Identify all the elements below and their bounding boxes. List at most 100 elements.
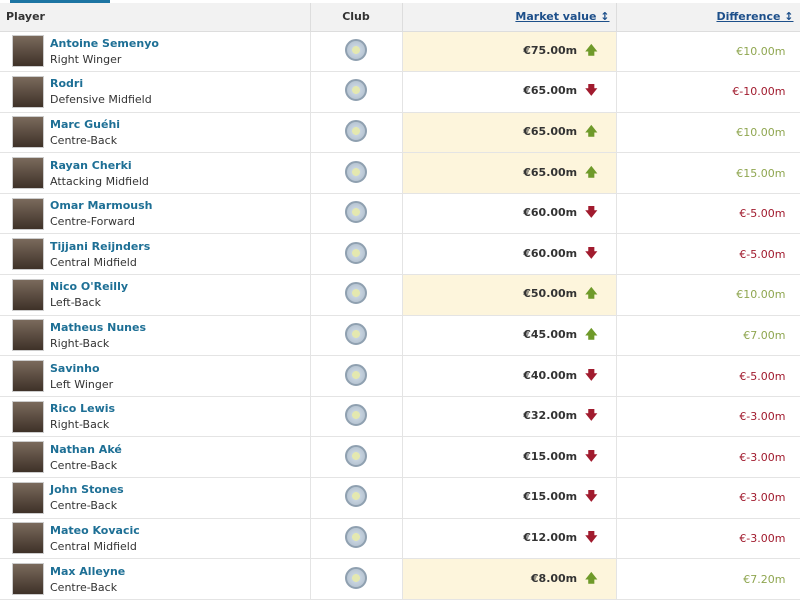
player-name-link[interactable]: Rayan Cherki <box>50 158 132 172</box>
player-avatar <box>12 75 44 108</box>
arrow-down-icon: 🡇 <box>585 205 598 220</box>
club-crest-icon[interactable] <box>345 404 367 427</box>
table-row: Omar Marmoush Centre-Forward €60.00m 🡇 €-… <box>0 193 800 235</box>
market-value: €65.00m <box>523 165 578 179</box>
market-value: €45.00m <box>523 327 578 341</box>
player-avatar <box>12 319 44 352</box>
market-value: €75.00m <box>523 43 578 57</box>
player-name-link[interactable]: Matheus Nunes <box>50 320 147 334</box>
sort-difference[interactable]: Difference ↕ <box>716 10 794 24</box>
club-crest-icon[interactable] <box>345 241 367 264</box>
player-position: Centre-Back <box>50 580 118 594</box>
player-name-link[interactable]: Tijjani Reijnders <box>50 239 151 253</box>
player-position: Right-Back <box>50 336 110 350</box>
player-avatar <box>12 238 44 271</box>
arrow-down-icon: 🡇 <box>585 529 598 544</box>
player-name-link[interactable]: Nathan Aké <box>50 442 122 456</box>
player-avatar <box>12 522 44 555</box>
table-row: Nathan Aké Centre-Back €15.00m 🡇 €-3.00m <box>0 436 800 479</box>
club-crest-icon[interactable] <box>345 566 367 589</box>
club-crest-icon[interactable] <box>345 160 367 183</box>
club-crest-icon[interactable] <box>345 201 367 224</box>
arrow-up-icon: 🡅 <box>585 326 598 341</box>
player-avatar <box>12 197 44 230</box>
club-crest-icon[interactable] <box>345 79 367 102</box>
player-name-link[interactable]: Savinho <box>50 361 100 375</box>
player-name-link[interactable]: Antoine Semenyo <box>50 36 159 50</box>
club-crest-icon[interactable] <box>345 282 367 305</box>
value-difference: €-3.00m <box>739 410 786 424</box>
club-crest-icon[interactable] <box>345 322 367 345</box>
table-row: Rodri Defensive Midfield €65.00m 🡇 €-10.0… <box>0 71 800 113</box>
table-row: Rayan Cherki Attacking Midfield €65.00m 🡅… <box>0 152 800 194</box>
club-crest-icon[interactable] <box>345 444 367 467</box>
player-position: Centre-Back <box>50 499 118 513</box>
table-row: Nico O'Reilly Left-Back €50.00m 🡅 €10.00m <box>0 274 800 316</box>
arrow-down-icon: 🡇 <box>585 83 598 98</box>
value-difference: €-5.00m <box>739 369 786 383</box>
player-name-link[interactable]: Omar Marmoush <box>50 199 153 213</box>
club-crest-icon[interactable] <box>345 525 367 548</box>
player-position: Centre-Forward <box>50 215 135 229</box>
club-crest-icon[interactable] <box>345 363 367 386</box>
market-value-table: Player Club Market value ↕ Difference ↕ … <box>0 3 800 600</box>
player-position: Centre-Back <box>50 133 118 147</box>
player-avatar <box>12 116 44 149</box>
player-name-link[interactable]: John Stones <box>50 483 124 497</box>
market-value: €65.00m <box>523 84 578 98</box>
arrow-up-icon: 🡅 <box>585 42 598 57</box>
player-position: Attacking Midfield <box>50 174 149 188</box>
player-name-link[interactable]: Marc Guéhi <box>50 117 121 131</box>
value-difference: €10.00m <box>736 44 786 58</box>
arrow-up-icon: 🡅 <box>585 123 598 138</box>
player-position: Central Midfield <box>50 539 137 553</box>
arrow-up-icon: 🡅 <box>585 286 598 301</box>
value-difference: €-10.00m <box>732 85 786 99</box>
table-row: Savinho Left Winger €40.00m 🡇 €-5.00m <box>0 355 800 397</box>
value-difference: €-3.00m <box>739 531 786 545</box>
player-avatar <box>12 563 44 596</box>
value-difference: €-3.00m <box>739 450 786 464</box>
table-row: Mateo Kovacic Central Midfield €12.00m 🡇 … <box>0 518 800 560</box>
market-value: €50.00m <box>523 287 578 301</box>
market-value: €60.00m <box>523 206 578 220</box>
player-avatar <box>12 400 44 433</box>
player-position: Right-Back <box>50 418 110 432</box>
player-position: Centre-Back <box>50 458 118 472</box>
market-value: €15.00m <box>523 449 578 463</box>
value-difference: €10.00m <box>736 288 786 302</box>
arrow-down-icon: 🡇 <box>585 489 598 504</box>
arrow-up-icon: 🡅 <box>585 570 598 585</box>
player-position: Left-Back <box>50 296 101 310</box>
club-crest-icon[interactable] <box>345 485 367 508</box>
table-row: John Stones Centre-Back €15.00m 🡇 €-3.00m <box>0 477 800 519</box>
value-difference: €7.00m <box>743 328 786 342</box>
arrow-down-icon: 🡇 <box>585 448 598 463</box>
player-name-link[interactable]: Mateo Kovacic <box>50 523 140 537</box>
club-crest-icon[interactable] <box>345 119 367 142</box>
club-crest-icon[interactable] <box>345 38 367 61</box>
header-player: Player <box>0 3 311 32</box>
player-position: Right Winger <box>50 52 122 66</box>
player-position: Central Midfield <box>50 255 137 269</box>
market-value: €40.00m <box>523 368 578 382</box>
market-value: €32.00m <box>523 409 578 423</box>
table-row: Antoine Semenyo Right Winger €75.00m 🡅 €1… <box>0 31 800 73</box>
sort-market-value[interactable]: Market value ↕ <box>515 10 610 24</box>
arrow-down-icon: 🡇 <box>585 408 598 423</box>
market-value: €15.00m <box>523 490 578 504</box>
table-row: Rico Lewis Right-Back €32.00m 🡇 €-3.00m <box>0 396 800 438</box>
player-name-link[interactable]: Rodri <box>50 77 84 91</box>
table-row: Matheus Nunes Right-Back €45.00m 🡅 €7.00m <box>0 315 800 357</box>
market-value: €60.00m <box>523 246 578 260</box>
arrow-down-icon: 🡇 <box>585 245 598 260</box>
player-name-link[interactable]: Rico Lewis <box>50 402 116 416</box>
value-difference: €-5.00m <box>739 207 786 221</box>
table-row: Marc Guéhi Centre-Back €65.00m 🡅 €10.00m <box>0 112 800 154</box>
player-avatar <box>12 360 44 393</box>
player-name-link[interactable]: Max Alleyne <box>50 564 126 578</box>
player-name-link[interactable]: Nico O'Reilly <box>50 280 129 294</box>
player-position: Defensive Midfield <box>50 93 152 107</box>
market-value: €65.00m <box>523 124 578 138</box>
player-avatar <box>12 35 44 68</box>
